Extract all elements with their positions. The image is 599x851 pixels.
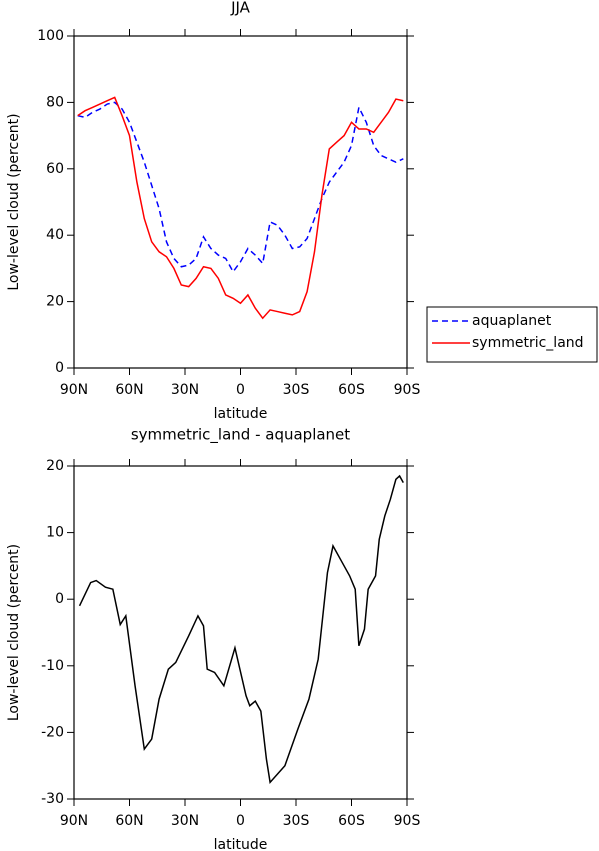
chart-title: JJA	[230, 0, 251, 17]
line-series	[77, 101, 404, 274]
x-tick-label: 60N	[115, 813, 143, 829]
legend-box	[426, 306, 598, 363]
y-tick-label: -30	[41, 791, 64, 807]
x-tick-label: 90S	[394, 382, 421, 398]
y-tick-label: 20	[46, 294, 64, 310]
y-axis-label: Low-level cloud (percent)	[6, 113, 22, 290]
x-tick-label: 90N	[60, 382, 88, 398]
x-tick-label: 30S	[283, 382, 310, 398]
y-tick-label: 0	[55, 360, 64, 376]
x-tick-label: 0	[236, 813, 245, 829]
y-tick-label: 20	[46, 458, 64, 474]
x-tick-label: 60S	[338, 813, 365, 829]
x-axis-label: latitude	[214, 837, 268, 851]
y-axis-label: Low-level cloud (percent)	[6, 544, 22, 721]
y-tick-label: 10	[46, 525, 64, 541]
legend-label: symmetric_land	[472, 335, 584, 351]
chart-title: symmetric_land - aquaplanet	[131, 426, 350, 445]
x-tick-label: 30N	[171, 813, 199, 829]
x-tick-label: 0	[236, 382, 245, 398]
x-axis-label: latitude	[214, 406, 268, 422]
line-series	[77, 96, 404, 320]
x-tick-label: 30S	[283, 813, 310, 829]
plot-frame	[73, 35, 408, 369]
legend-label: aquaplanet	[472, 313, 552, 329]
y-tick-label: -20	[41, 724, 64, 740]
y-tick-label: 60	[46, 161, 64, 177]
x-tick-label: 60S	[338, 382, 365, 398]
y-tick-label: -10	[41, 658, 64, 674]
x-tick-label: 60N	[115, 382, 143, 398]
y-tick-label: 0	[55, 591, 64, 607]
y-tick-label: 80	[46, 94, 64, 110]
x-tick-label: 90S	[394, 813, 421, 829]
x-tick-label: 90N	[60, 813, 88, 829]
line-series	[78, 474, 404, 785]
plot-frame	[73, 465, 408, 800]
y-tick-label: 100	[37, 28, 64, 44]
y-tick-label: 40	[46, 227, 64, 243]
x-tick-label: 30N	[171, 382, 199, 398]
